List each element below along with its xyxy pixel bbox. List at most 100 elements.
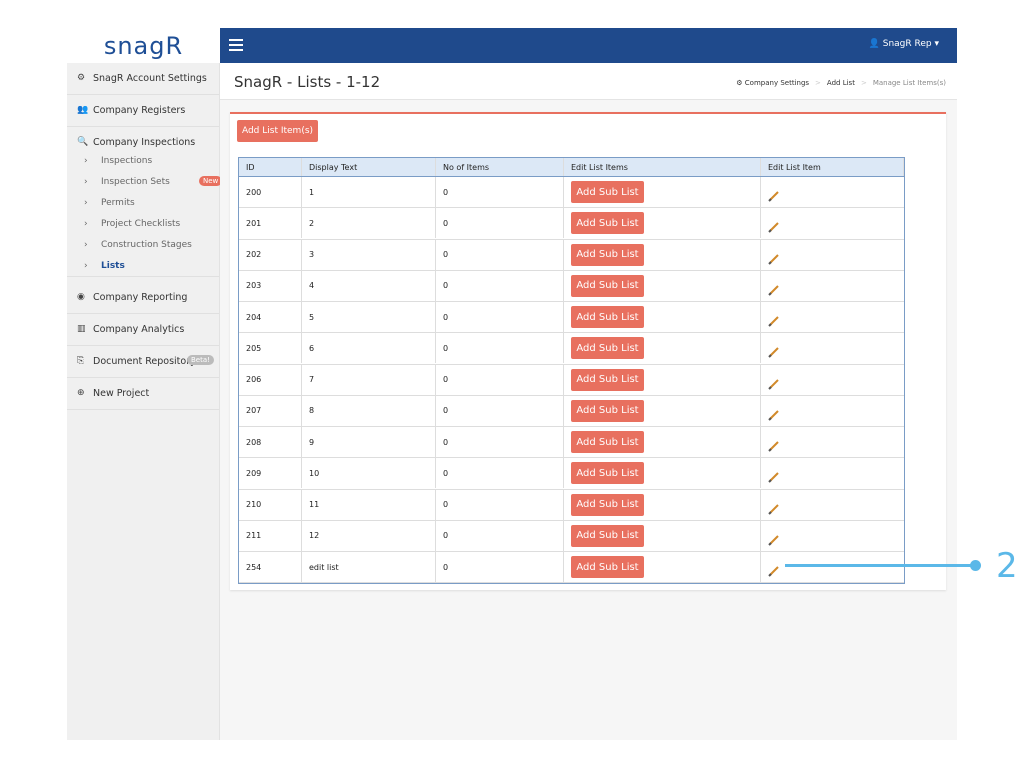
add-sub-list-button[interactable]: Add Sub List [571, 556, 644, 578]
edit-icon[interactable] [768, 187, 780, 202]
nav-item[interactable]: 🔍 Company Inspections [67, 127, 219, 159]
nav-subitem[interactable]: › Permits [67, 193, 219, 214]
table-row: 208 9 0 Add Sub List [239, 427, 904, 459]
cell-border [564, 520, 761, 551]
add-sub-list-button[interactable]: Add Sub List [571, 306, 644, 328]
user-menu[interactable]: 👤 SnagR Rep ▾ [868, 39, 939, 49]
edit-icon[interactable] [768, 281, 780, 296]
cell-border [564, 427, 761, 457]
breadcrumb-text: Add List [826, 79, 855, 87]
nav-icon: ⊕ [77, 388, 85, 398]
nav-subitem[interactable]: › Inspections [67, 151, 219, 172]
table-row: 210 11 0 Add Sub List [239, 489, 904, 521]
pencil [768, 316, 779, 327]
edit-icon[interactable] [768, 218, 780, 233]
cell-border [564, 270, 761, 301]
add-sub-list-button[interactable]: Add Sub List [571, 212, 644, 235]
table-row: 211 12 0 Add Sub List [239, 520, 904, 552]
table-cell: 0 [436, 239, 564, 270]
table-row: 203 4 0 Add Sub List [239, 270, 904, 302]
add-sub-list-button[interactable]: Add Sub List [571, 274, 644, 297]
add-sub-list-button[interactable]: Add Sub List [571, 431, 644, 453]
nav-subitem[interactable]: › Inspection Sets New [67, 172, 223, 193]
add-sub-list-button[interactable]: Add Sub List [571, 524, 644, 547]
nav-item[interactable]: ⚙ SnagR Account Settings [67, 63, 219, 95]
edit-icon[interactable] [768, 375, 780, 390]
logo[interactable]: snagR [67, 28, 220, 63]
cell-border [564, 177, 761, 207]
nav-label: SnagR Account Settings [93, 73, 207, 84]
table-cell: 0 [436, 395, 564, 426]
user-name: SnagR Rep [882, 39, 932, 49]
table-cell: 12 [302, 520, 436, 551]
nav-label: New Project [93, 388, 150, 399]
edit-icon[interactable] [768, 250, 780, 265]
separator: > [860, 79, 867, 87]
edit-icon[interactable] [768, 406, 780, 421]
pencil [768, 535, 779, 546]
sidebar: ⚙ SnagR Account Settings 👥 Company Register… [67, 63, 223, 740]
nav-subitem[interactable]: › Construction Stages [67, 235, 219, 256]
add-sub-list-button[interactable]: Add Sub List [571, 493, 644, 516]
pencil [768, 347, 779, 358]
nav-icon: ⚙ [77, 73, 86, 83]
nav-sublabel: Lists [101, 261, 125, 271]
page-header: SnagR - Lists - 1-12 ⚙ Company Settings >… [220, 63, 957, 100]
add-sub-list-button[interactable]: Add Sub List [571, 462, 644, 485]
table-cell: 10 [302, 458, 436, 489]
nav-item[interactable]: ◉ Company Reporting [67, 282, 219, 314]
nav-item[interactable]: 👥 Company Registers [67, 95, 219, 127]
table-cell: 0 [436, 489, 564, 520]
edit-icon[interactable] [768, 562, 780, 577]
nav-icon: ⎘ [77, 356, 85, 366]
nav-item[interactable]: ▥ Company Analytics [67, 314, 219, 346]
table-cell: 201 [239, 208, 302, 239]
table-row: 204 5 0 Add Sub List [239, 302, 904, 334]
breadcrumb[interactable]: Manage List Items(s) [873, 79, 946, 87]
table-cell: 0 [436, 458, 564, 489]
edit-icon[interactable] [768, 312, 780, 327]
edit-icon[interactable] [768, 343, 780, 358]
nav-subitem[interactable]: › Lists [67, 256, 219, 277]
chevron: › [84, 156, 88, 166]
add-list-item-button[interactable]: Add List Item(s) [237, 120, 318, 142]
add-sub-list-button[interactable]: Add Sub List [571, 243, 644, 266]
table-cell: 2 [302, 208, 436, 239]
breadcrumb[interactable]: ⚙ Company Settings [736, 79, 810, 87]
nav-sublabel: Permits [101, 198, 135, 208]
add-sub-list-button[interactable]: Add Sub List [571, 368, 644, 391]
pencil [768, 566, 779, 577]
nav-item[interactable]: ⎘ Document Repository Beta! [67, 346, 219, 378]
add-sub-list-button[interactable]: Add Sub List [571, 181, 644, 203]
add-sub-list-button[interactable]: Add Sub List [571, 337, 644, 360]
edit-icon[interactable] [768, 468, 780, 483]
pencil [768, 253, 779, 265]
table-row: 207 8 0 Add Sub List [239, 395, 904, 427]
edit-icon[interactable] [768, 531, 780, 546]
table-cell: 209 [239, 458, 302, 489]
edit-icon[interactable] [768, 437, 780, 452]
cell-border [564, 208, 761, 239]
nav-subitem[interactable]: › Project Checklists [67, 214, 219, 235]
menu-toggle[interactable] [229, 39, 243, 51]
cell-border [564, 302, 761, 332]
annotation-dot [970, 560, 981, 571]
table-row: 209 10 0 Add Sub List [239, 458, 904, 490]
edit-icon[interactable] [768, 500, 780, 515]
cell-border [564, 364, 761, 395]
table-row: 254 edit list 0 Add Sub List [239, 552, 904, 584]
cell-border [564, 239, 761, 270]
table-cell: 207 [239, 395, 302, 426]
nav-item[interactable]: ⊕ New Project [67, 378, 219, 410]
add-sub-list-button[interactable]: Add Sub List [571, 399, 644, 422]
pencil [768, 285, 779, 296]
panel: Add List Item(s) ID Display Text No of Ite… [230, 112, 946, 590]
pencil [768, 441, 779, 452]
pencil [768, 191, 779, 202]
table-row: 202 3 0 Add Sub List [239, 239, 904, 271]
table-cell: 208 [239, 427, 302, 457]
table-row: 201 2 0 Add Sub List [239, 208, 904, 240]
table-cell: 0 [436, 364, 564, 395]
breadcrumb[interactable]: Add List [827, 79, 855, 87]
